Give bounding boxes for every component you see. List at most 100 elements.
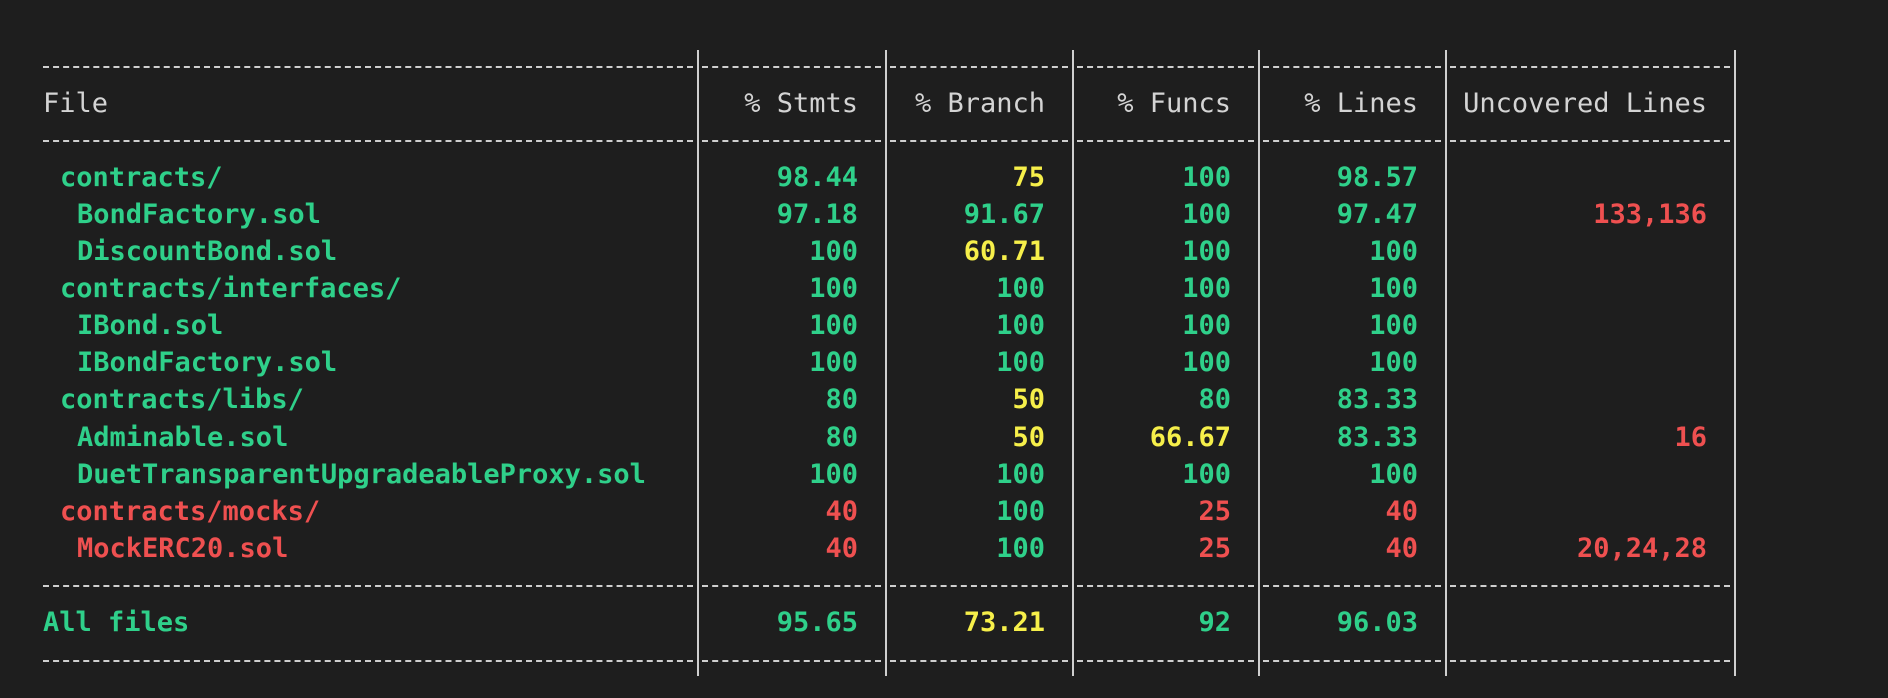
separator-line — [890, 66, 1068, 68]
separator-line — [1450, 585, 1730, 588]
coverage-value: 100 — [1182, 198, 1231, 230]
file-name: DuetTransparentUpgradeableProxy.sol — [77, 458, 646, 490]
coverage-value: 97.18 — [776, 198, 858, 230]
coverage-value: 100 — [1182, 273, 1231, 305]
separator-line — [1077, 140, 1254, 143]
coverage-value: 98.44 — [776, 161, 858, 193]
separator-line — [43, 66, 693, 68]
separator-line — [702, 585, 881, 588]
separator-line — [1263, 140, 1441, 143]
coverage-value: 83.33 — [1336, 421, 1418, 453]
coverage-value: 40 — [1385, 495, 1418, 527]
separator-line — [43, 140, 693, 143]
uncovered-lines: 20,24,28 — [1576, 532, 1707, 564]
coverage-value: 40 — [825, 495, 858, 527]
separator-line — [890, 585, 1068, 588]
file-name: All files — [43, 607, 190, 638]
file-name: contracts/mocks/ — [60, 495, 321, 527]
file-name: IBond.sol — [77, 310, 224, 342]
coverage-value: 50 — [1012, 421, 1045, 453]
coverage-value: 100 — [996, 310, 1045, 342]
coverage-value: 100 — [996, 532, 1045, 564]
coverage-value: 80 — [825, 384, 858, 416]
coverage-value: 91.67 — [963, 198, 1045, 230]
coverage-value: 95.65 — [776, 607, 858, 638]
coverage-value: 100 — [996, 458, 1045, 490]
coverage-value: 40 — [825, 532, 858, 564]
coverage-value: 100 — [1369, 347, 1418, 379]
file-name: BondFactory.sol — [77, 198, 321, 230]
column-divider — [697, 50, 699, 676]
column-divider — [1734, 50, 1736, 676]
coverage-value: 100 — [809, 458, 858, 490]
file-name: DiscountBond.sol — [77, 236, 338, 267]
separator-line — [702, 66, 881, 68]
uncovered-lines: 133,136 — [1593, 198, 1707, 230]
file-name: contracts/interfaces/ — [60, 273, 402, 305]
file-name: Adminable.sol — [77, 421, 289, 453]
coverage-value: 40 — [1385, 532, 1418, 564]
column-divider — [1072, 50, 1074, 676]
coverage-value: 66.67 — [1149, 421, 1231, 453]
coverage-value: 75 — [1012, 161, 1045, 193]
separator-line — [702, 140, 881, 143]
coverage-value: 100 — [1182, 236, 1231, 267]
separator-line — [43, 585, 693, 588]
separator-line — [1077, 66, 1254, 68]
column-header: % Stmts — [744, 87, 858, 119]
column-header: % Funcs — [1117, 87, 1231, 119]
coverage-value: 98.57 — [1336, 161, 1418, 193]
coverage-value: 100 — [1369, 310, 1418, 342]
coverage-value: 100 — [1369, 236, 1418, 267]
file-name: MockERC20.sol — [77, 532, 289, 564]
separator-line — [1077, 659, 1254, 662]
separator-line — [1263, 66, 1441, 68]
coverage-value: 96.03 — [1336, 607, 1418, 638]
column-header: % Branch — [914, 87, 1045, 119]
coverage-value: 80 — [825, 421, 858, 453]
coverage-value: 50 — [1012, 384, 1045, 416]
separator-line — [1077, 585, 1254, 588]
coverage-value: 100 — [809, 347, 858, 379]
coverage-value: 100 — [996, 273, 1045, 305]
column-divider — [885, 50, 887, 676]
separator-line — [1450, 66, 1730, 68]
coverage-value: 83.33 — [1336, 384, 1418, 416]
coverage-value: 97.47 — [1336, 198, 1418, 230]
coverage-value: 100 — [809, 273, 858, 305]
coverage-value: 25 — [1198, 532, 1231, 564]
coverage-value: 100 — [996, 347, 1045, 379]
column-divider — [1258, 50, 1260, 676]
coverage-value: 80 — [1198, 384, 1231, 416]
coverage-value: 92 — [1198, 607, 1231, 638]
separator-line — [1263, 659, 1441, 662]
separator-line — [43, 659, 693, 662]
uncovered-lines: 16 — [1674, 421, 1707, 453]
coverage-value: 100 — [809, 236, 858, 267]
file-name: contracts/libs/ — [60, 384, 304, 416]
coverage-value: 100 — [1369, 458, 1418, 490]
column-header: Uncovered Lines — [1463, 87, 1707, 119]
column-divider — [1445, 50, 1447, 676]
coverage-value: 100 — [1182, 458, 1231, 490]
coverage-value: 73.21 — [963, 607, 1045, 638]
file-name: IBondFactory.sol — [77, 347, 338, 379]
coverage-value: 60.71 — [963, 236, 1045, 267]
separator-line — [1450, 140, 1730, 143]
separator-line — [890, 140, 1068, 143]
file-name: contracts/ — [60, 161, 223, 193]
column-header: % Lines — [1304, 87, 1418, 119]
coverage-value: 100 — [1182, 310, 1231, 342]
separator-line — [1450, 659, 1730, 662]
column-header: File — [43, 87, 109, 119]
coverage-value: 100 — [1182, 347, 1231, 379]
separator-line — [890, 659, 1068, 662]
coverage-value: 100 — [996, 495, 1045, 527]
coverage-value: 100 — [809, 310, 858, 342]
coverage-value: 100 — [1182, 161, 1231, 193]
coverage-value: 25 — [1198, 495, 1231, 527]
separator-line — [702, 659, 881, 662]
separator-line — [1263, 585, 1441, 588]
coverage-value: 100 — [1369, 273, 1418, 305]
